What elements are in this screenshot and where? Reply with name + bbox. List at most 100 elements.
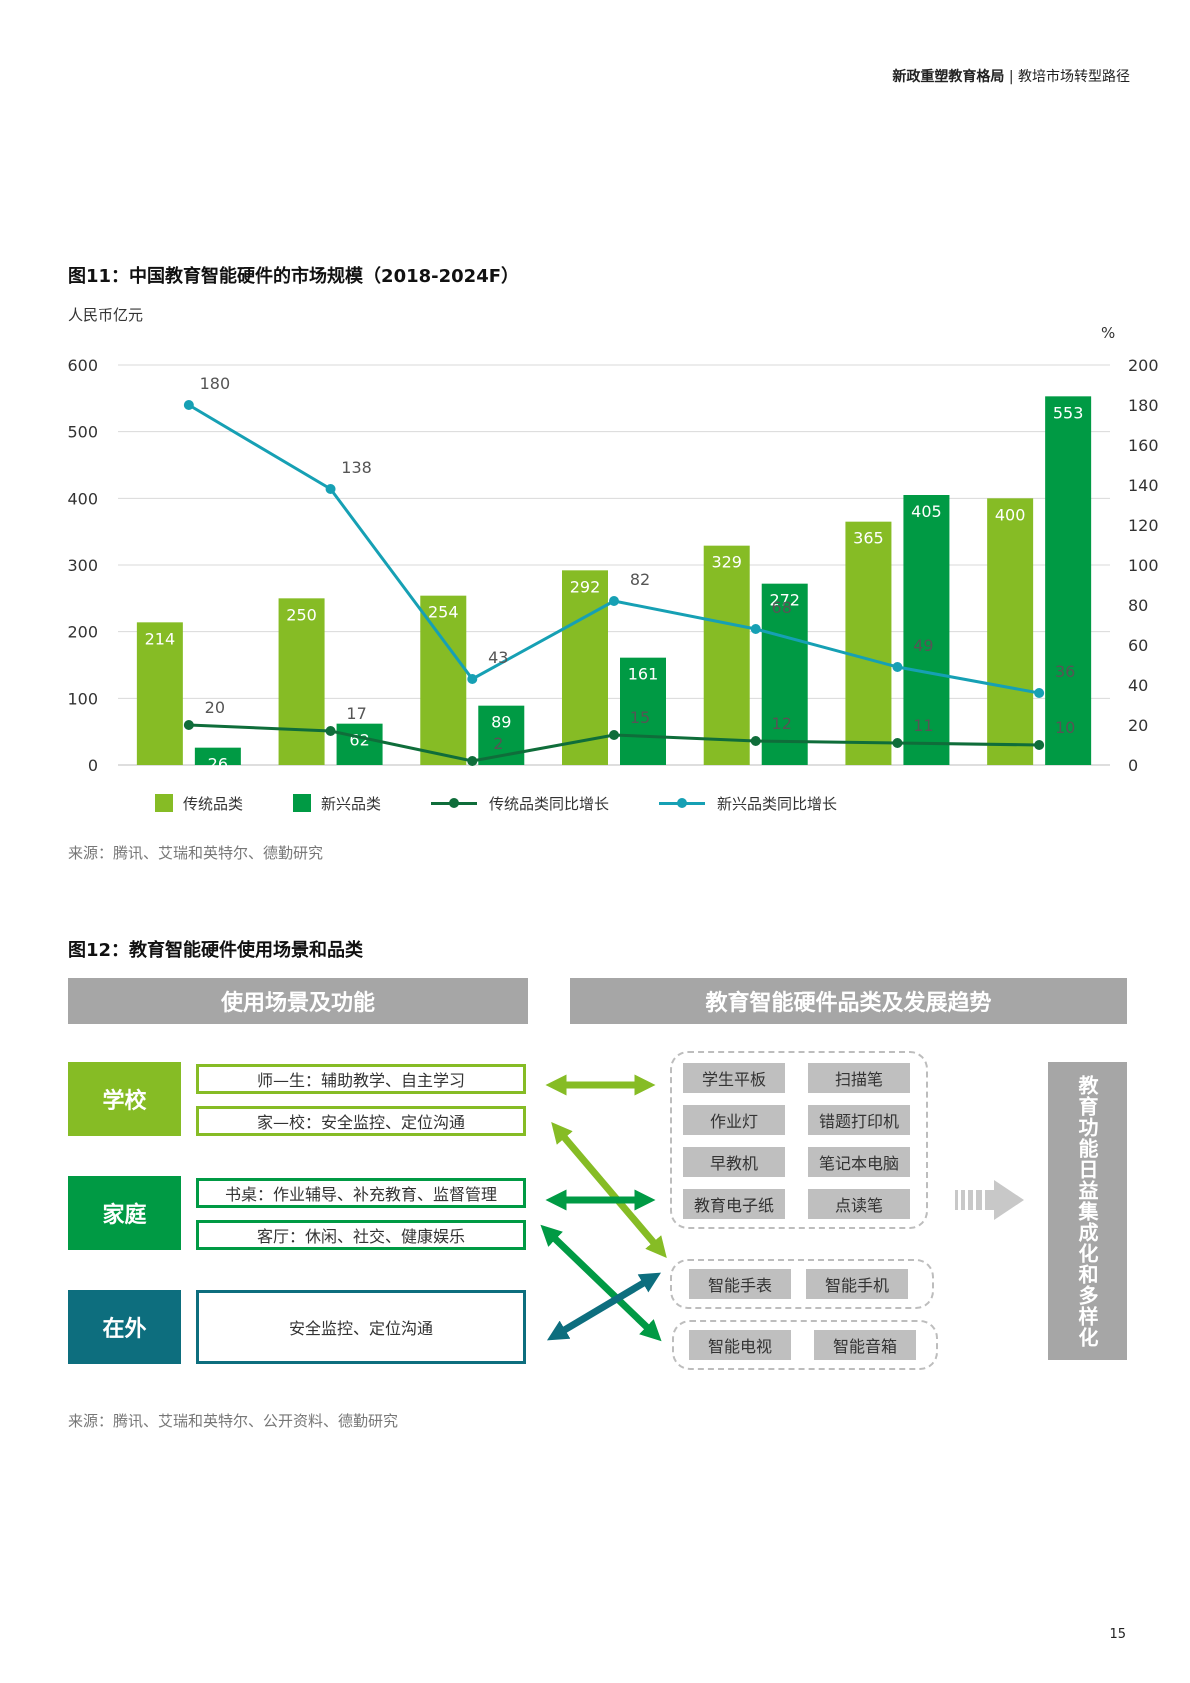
- right-axis-unit: %: [1101, 324, 1116, 342]
- line-label-traditional: 15: [630, 708, 650, 727]
- category-smartwatch: 智能手表: [689, 1269, 791, 1299]
- point-traditional-growth: [1034, 740, 1045, 750]
- bar-value-label: 272: [769, 591, 800, 610]
- line-label-traditional: 20: [205, 698, 225, 717]
- y2-tick-label: 80: [1128, 596, 1148, 615]
- y2-tick-label: 0: [1128, 756, 1138, 775]
- bar-traditional: [562, 570, 608, 765]
- market-size-chart: 0 100 200 300 400 500 600 0 20 40 60 80 100 120 140 160…: [67, 356, 1159, 780]
- y2-tick-label: 160: [1128, 436, 1159, 455]
- bar-traditional: [845, 521, 892, 765]
- x-tick-label: 2020: [452, 777, 493, 780]
- categories-header: 教育智能硬件品类及发展趋势: [570, 978, 1127, 1024]
- bar-value-label: 161: [628, 665, 659, 684]
- y2-tick-label: 20: [1128, 716, 1148, 735]
- x-tick-label: 2021E: [589, 777, 640, 780]
- point-emerging-growth: [467, 674, 478, 684]
- line-label-traditional: 10: [1055, 718, 1075, 737]
- page-number: 15: [1109, 1627, 1126, 1642]
- point-emerging-growth: [892, 662, 903, 672]
- y2-tick-label: 120: [1128, 516, 1159, 535]
- figure12-title: 图12：教育智能硬件使用场景和品类: [68, 940, 364, 961]
- line-label-emerging: 68: [772, 598, 792, 617]
- category-group-wearables: [670, 1259, 934, 1309]
- y-tick-label: 600: [67, 356, 98, 375]
- y-tick-label: 500: [67, 423, 98, 442]
- y2-tick-label: 140: [1128, 476, 1159, 495]
- bar-value-label: 250: [286, 605, 317, 624]
- scene-school: 学校: [68, 1062, 181, 1136]
- function-home-school: 家—校：安全监控、定位沟通: [196, 1106, 526, 1136]
- bar-value-label: 89: [491, 713, 511, 732]
- legend-swatch-emerging: [293, 794, 312, 812]
- scenes-header: 使用场景及功能: [68, 978, 528, 1024]
- bar-traditional: [703, 545, 750, 765]
- chart-legend: 传统品类 新兴品类 传统品类同比增长 新兴品类同比增长: [155, 792, 887, 814]
- function-living-room: 客厅：休闲、社交、健康娱乐: [196, 1220, 526, 1250]
- category-early-edu: 早教机: [683, 1147, 785, 1177]
- report-title: 新政重塑教育格局: [892, 69, 1005, 85]
- x-tick-label: 2022F: [731, 777, 781, 780]
- legend-swatch-traditional: [155, 794, 173, 812]
- line-label-traditional: 17: [346, 704, 366, 723]
- point-traditional-growth: [183, 720, 194, 730]
- x-tick-label: 2024F: [1014, 777, 1064, 780]
- trend-arrow: [955, 1180, 1024, 1220]
- x-tick-label: 2019: [310, 777, 351, 780]
- category-e-paper: 教育电子纸: [683, 1189, 785, 1219]
- arrow-outside-wearables: [546, 1272, 662, 1341]
- point-emerging-growth: [325, 484, 336, 494]
- bar-traditional: [136, 622, 183, 765]
- line-label-emerging: 43: [488, 648, 508, 667]
- legend-traditional-bar: 传统品类: [155, 793, 243, 814]
- bar-value-label: 329: [711, 553, 742, 572]
- category-error-printer: 错题打印机: [808, 1105, 910, 1135]
- legend-label-emerging: 新兴品类: [321, 794, 382, 813]
- category-tablet: 学生平板: [683, 1063, 785, 1093]
- function-teacher-student: 师—生：辅助教学、自主学习: [196, 1064, 526, 1094]
- point-traditional-growth: [750, 736, 761, 746]
- bar-value-label: 292: [570, 577, 601, 596]
- point-traditional-growth: [609, 730, 619, 740]
- category-reading-pen: 点读笔: [808, 1189, 910, 1219]
- category-laptop: 笔记本电脑: [808, 1147, 910, 1177]
- category-smartphone: 智能手机: [806, 1269, 908, 1299]
- legend-line-emerging: [659, 794, 706, 812]
- line-label-emerging: 36: [1055, 662, 1075, 681]
- bar-emerging: [903, 495, 950, 765]
- bar-value-label: 365: [853, 529, 884, 548]
- line-label-traditional: 2: [493, 734, 503, 753]
- section-title: 教培市场转型路径: [1018, 69, 1130, 85]
- x-tick-label: 2023F: [872, 777, 922, 780]
- header-separator: |: [1008, 69, 1014, 85]
- arrow-school-wearables: [551, 1121, 667, 1259]
- y-tick-label: 400: [67, 489, 98, 508]
- y2-tick-label: 40: [1128, 676, 1148, 695]
- y-tick-label: 100: [67, 689, 98, 708]
- point-emerging-growth: [183, 400, 194, 410]
- trend-text: 教育功能日益集成化和多样化: [1075, 1074, 1099, 1348]
- bar-traditional: [420, 595, 467, 765]
- figure12-source: 来源：腾讯、艾瑞和英特尔、公开资料、德勤研究: [68, 1412, 399, 1430]
- y2-tick-label: 60: [1128, 636, 1148, 655]
- line-label-emerging: 138: [341, 458, 372, 477]
- legend-emerging-growth: 新兴品类同比增长: [659, 793, 837, 814]
- y-tick-label: 200: [67, 623, 98, 642]
- point-traditional-growth: [892, 738, 903, 748]
- category-scan-pen: 扫描笔: [808, 1063, 910, 1093]
- bar-emerging: [336, 723, 383, 765]
- figure11-title: 图11：中国教育智能硬件的市场规模（2018-2024F）: [68, 266, 520, 287]
- function-outside: 安全监控、定位沟通: [196, 1290, 526, 1364]
- y-tick-label: 300: [67, 556, 98, 575]
- category-smart-speaker: 智能音箱: [814, 1330, 916, 1360]
- bar-traditional: [278, 598, 325, 765]
- category-homework-lamp: 作业灯: [683, 1105, 785, 1135]
- y2-tick-label: 200: [1128, 356, 1159, 375]
- y-tick-label: 0: [88, 756, 98, 775]
- legend-label-traditional-growth: 传统品类同比增长: [489, 794, 610, 813]
- legend-label-traditional: 传统品类: [183, 794, 244, 813]
- point-emerging-growth: [609, 596, 619, 606]
- bar-emerging: [761, 583, 808, 765]
- legend-label-emerging-growth: 新兴品类同比增长: [717, 794, 838, 813]
